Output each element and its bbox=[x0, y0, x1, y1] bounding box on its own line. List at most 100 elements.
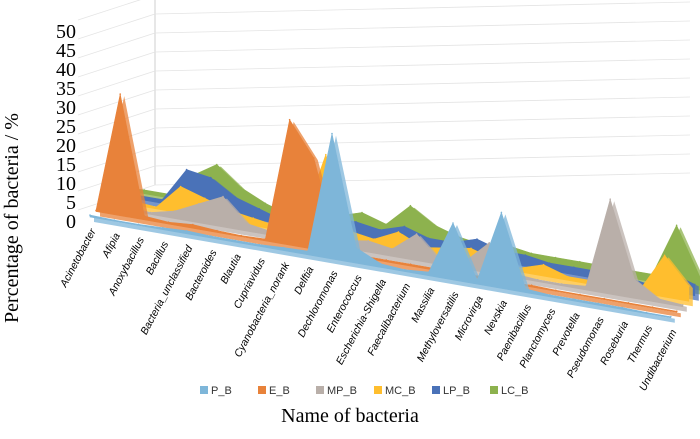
gridline bbox=[154, 96, 691, 110]
series-MP_B bbox=[101, 195, 687, 312]
data-point bbox=[95, 209, 97, 212]
data-point bbox=[119, 93, 121, 95]
data-point bbox=[307, 250, 309, 252]
data-point bbox=[143, 189, 145, 191]
data-point bbox=[621, 306, 624, 309]
data-point bbox=[216, 229, 218, 232]
data-point bbox=[234, 196, 236, 198]
data-point bbox=[282, 246, 285, 249]
data-point bbox=[415, 233, 418, 235]
x-axis-label: Name of bacteria bbox=[281, 405, 419, 427]
data-point bbox=[452, 222, 454, 224]
data-point bbox=[409, 204, 412, 207]
data-point bbox=[264, 238, 267, 240]
data-point bbox=[603, 297, 605, 300]
data-point bbox=[476, 279, 479, 282]
data-point bbox=[198, 203, 200, 205]
data-point bbox=[488, 242, 491, 244]
y-tick-label: 0 bbox=[66, 211, 76, 233]
legend-label: LC_B bbox=[501, 385, 529, 397]
data-point bbox=[530, 252, 533, 255]
data-point bbox=[536, 278, 539, 281]
data-point bbox=[657, 298, 660, 300]
data-point bbox=[240, 234, 242, 237]
x-tick-label: Nevskia bbox=[482, 298, 510, 337]
data-point bbox=[676, 310, 678, 313]
data-point bbox=[403, 268, 406, 271]
data-point bbox=[222, 195, 224, 198]
legend-label: E_B bbox=[269, 385, 290, 397]
data-point bbox=[409, 263, 412, 266]
side-gridline bbox=[77, 13, 156, 40]
data-point bbox=[579, 293, 581, 296]
data-point bbox=[663, 254, 666, 257]
y-tick-label: 35 bbox=[56, 78, 76, 100]
chart-walls bbox=[77, 0, 691, 211]
data-point bbox=[554, 256, 557, 259]
data-point bbox=[530, 284, 533, 287]
data-point bbox=[682, 304, 684, 306]
data-point bbox=[161, 198, 164, 201]
data-point bbox=[397, 231, 400, 233]
y-tick-label: 10 bbox=[56, 173, 76, 195]
data-point bbox=[391, 248, 394, 250]
legend-label: MC_B bbox=[385, 385, 416, 397]
data-point bbox=[216, 163, 218, 166]
data-point bbox=[567, 275, 569, 278]
data-point bbox=[234, 239, 236, 242]
data-point bbox=[633, 278, 636, 281]
data-point bbox=[379, 229, 382, 231]
data-point bbox=[355, 247, 358, 249]
data-point bbox=[433, 224, 436, 226]
gridline bbox=[154, 153, 691, 167]
data-point bbox=[573, 298, 575, 300]
data-point bbox=[210, 235, 212, 237]
y-axis-label: Percentage of bacteria / % bbox=[1, 113, 23, 323]
data-point bbox=[246, 222, 248, 225]
y-tick-label: 20 bbox=[56, 135, 76, 157]
y-tick-label: 50 bbox=[56, 21, 76, 43]
series-area bbox=[95, 94, 678, 313]
data-point bbox=[210, 176, 212, 179]
data-point bbox=[627, 302, 630, 304]
gridline bbox=[154, 39, 691, 53]
data-point bbox=[609, 198, 611, 200]
data-point bbox=[651, 306, 654, 308]
data-point bbox=[355, 221, 357, 223]
series-area bbox=[89, 133, 672, 319]
data-point bbox=[645, 311, 648, 314]
data-point bbox=[89, 214, 91, 216]
gridline bbox=[154, 77, 691, 91]
data-point bbox=[597, 302, 599, 305]
gridline bbox=[154, 172, 691, 186]
series-E_B bbox=[95, 93, 681, 318]
data-point bbox=[549, 294, 551, 296]
side-gridline bbox=[77, 32, 156, 59]
data-point bbox=[137, 223, 140, 226]
legend-swatch bbox=[200, 386, 208, 394]
data-point bbox=[155, 206, 158, 208]
legend-swatch bbox=[374, 386, 382, 394]
data-point bbox=[161, 226, 164, 229]
y-tick-label: 15 bbox=[56, 154, 76, 176]
side-gridline bbox=[77, 70, 156, 97]
data-point bbox=[670, 315, 672, 318]
data-point bbox=[579, 260, 581, 263]
x-tick-label: Blautia bbox=[218, 252, 244, 286]
data-point bbox=[379, 262, 382, 265]
legend-swatch bbox=[258, 386, 266, 394]
legend-label: MP_B bbox=[327, 385, 357, 397]
data-point bbox=[675, 224, 678, 227]
y-tick-label: 40 bbox=[56, 59, 76, 81]
data-point bbox=[427, 237, 430, 239]
data-point bbox=[470, 247, 472, 250]
data-point bbox=[167, 221, 170, 223]
data-point bbox=[173, 210, 176, 212]
side-gridline bbox=[77, 89, 156, 116]
legend: P_B E_B MP_B MC_B LP_B LC_B bbox=[200, 385, 529, 397]
legend-swatch bbox=[490, 386, 498, 394]
data-point bbox=[361, 211, 363, 214]
y-tick-label: 45 bbox=[56, 40, 76, 62]
